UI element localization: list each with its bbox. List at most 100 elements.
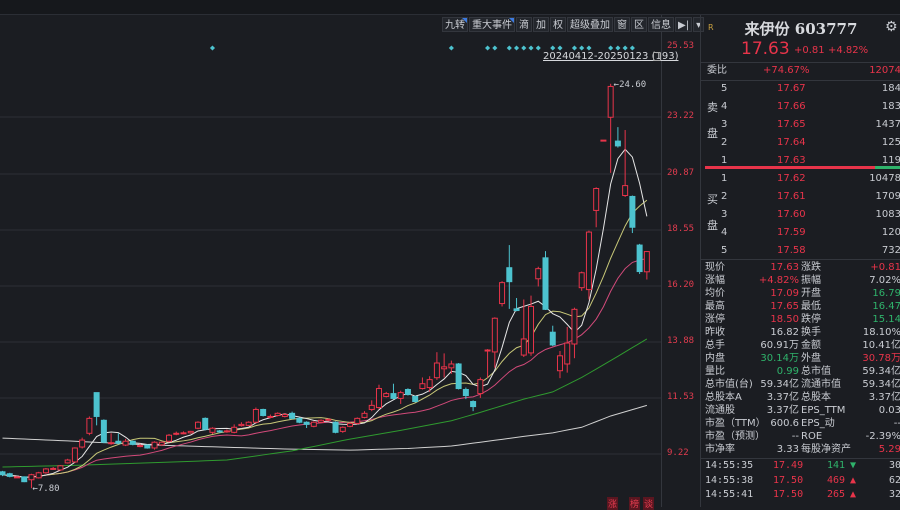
candle[interactable] [129,440,136,446]
candle[interactable] [462,387,469,400]
candle[interactable] [173,431,180,436]
candle[interactable] [35,471,42,479]
candle[interactable] [42,467,49,474]
candle[interactable] [397,390,404,404]
candle[interactable] [412,395,419,403]
candle[interactable] [6,472,13,478]
candle[interactable] [455,363,462,390]
candle[interactable] [607,83,614,173]
candle[interactable] [556,350,563,379]
tool-info[interactable]: 信息 [648,17,674,32]
candle[interactable] [289,411,296,420]
candle[interactable] [238,422,245,427]
candle[interactable] [108,433,115,445]
candle[interactable] [535,266,542,287]
candle[interactable] [477,377,484,398]
candle[interactable] [506,245,513,309]
candle[interactable] [528,295,535,356]
tool-major-events[interactable]: 重大事件 [469,17,515,32]
candle[interactable] [368,400,375,412]
candle[interactable] [216,429,223,433]
candle[interactable] [499,281,506,307]
bottom-tag-bang[interactable]: 榜 [629,497,641,510]
candle[interactable] [578,271,585,291]
candle[interactable] [332,421,339,434]
candle[interactable] [339,426,346,433]
candle[interactable] [375,384,382,409]
candle[interactable] [614,127,621,148]
candle[interactable] [318,419,325,424]
candle[interactable] [0,470,6,477]
candle[interactable] [209,427,216,435]
candle[interactable] [122,438,129,447]
tool-add[interactable]: 加 [533,17,549,32]
candle[interactable] [223,429,230,433]
candle[interactable] [520,299,527,357]
candle[interactable] [194,421,201,430]
candle[interactable] [57,465,64,471]
candle[interactable] [542,251,549,311]
tool-super-overlay[interactable]: 超级叠加 [567,17,613,32]
candle[interactable] [86,416,93,436]
candle[interactable] [21,476,28,483]
candle[interactable] [252,407,259,424]
candle[interactable] [426,376,433,392]
date-range-label[interactable]: 20240412-20250123 (193) [543,51,679,62]
sell-row[interactable]: 5 17.67 184 [701,81,900,97]
caret-down-icon[interactable]: ▾ [693,17,705,32]
candle[interactable] [325,418,332,422]
candle[interactable] [245,421,252,427]
buy-row[interactable]: 2 17.61 1709 [701,189,900,205]
candle[interactable] [202,417,209,431]
candle[interactable] [484,349,491,378]
candle[interactable] [100,419,107,444]
candle[interactable] [433,352,440,380]
candle[interactable] [354,417,361,425]
candle[interactable] [600,139,607,142]
candle[interactable] [636,243,643,274]
candle[interactable] [274,412,281,417]
candle[interactable] [513,298,520,312]
candle[interactable] [79,437,86,449]
candle[interactable] [441,353,448,378]
kline-chart[interactable]: ←24.60 ←7.80 [0,0,662,507]
tool-drop[interactable]: 滴 [516,17,532,32]
candle[interactable] [144,444,151,449]
candle[interactable] [137,443,144,448]
candle[interactable] [448,360,455,374]
candle[interactable] [629,195,636,234]
sell-row[interactable]: 2 17.64 125 [701,135,900,151]
candle[interactable] [470,400,477,412]
tool-jiuzhuan[interactable]: 九转 [442,17,468,32]
candle[interactable] [267,414,274,419]
candle[interactable] [622,130,629,197]
play-end-icon[interactable]: ▶| [675,17,693,32]
candle[interactable] [571,307,578,359]
candle[interactable] [158,441,165,447]
buy-row[interactable]: 3 17.60 1083 [701,207,900,223]
candle[interactable] [28,473,35,489]
candle[interactable] [180,431,187,435]
candle[interactable] [419,377,426,390]
candle[interactable] [231,424,238,434]
candle[interactable] [50,466,57,470]
candle[interactable] [585,230,592,300]
candle[interactable] [491,317,498,368]
tool-rights[interactable]: 权 [550,17,566,32]
candle[interactable] [296,417,303,424]
candle[interactable] [64,458,71,464]
candle[interactable] [166,434,173,443]
candle[interactable] [303,421,310,429]
bottom-tag-zhang[interactable]: 涨 [607,497,619,510]
candle[interactable] [643,251,650,280]
buy-row[interactable]: 1 17.62 10478 [701,171,900,187]
candle[interactable] [281,413,288,418]
candle[interactable] [93,392,100,426]
gear-icon[interactable]: ⚙ [885,19,898,35]
candle[interactable] [187,430,194,434]
candle[interactable] [310,421,317,428]
candle[interactable] [260,408,267,417]
candle[interactable] [71,447,78,463]
sell-row[interactable]: 3 17.65 1437 [701,117,900,133]
candle[interactable] [383,391,390,398]
